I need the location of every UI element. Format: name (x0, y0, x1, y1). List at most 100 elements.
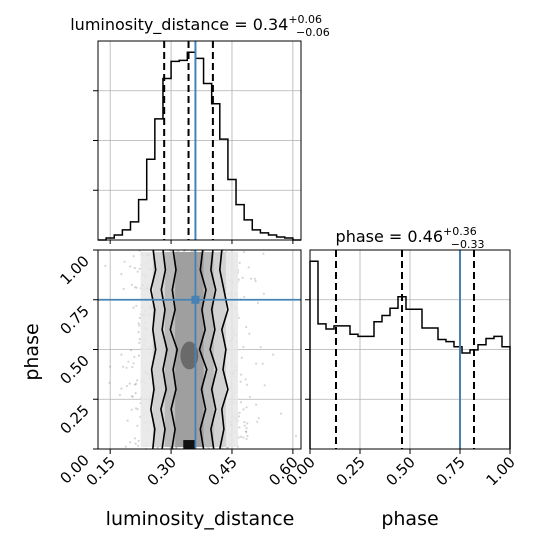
sample-point (130, 395, 134, 398)
sample-point (131, 395, 134, 398)
sample-point (137, 354, 140, 357)
sample-point (134, 286, 137, 289)
sample-point (130, 408, 133, 411)
sample-point (177, 250, 180, 253)
phase-title-value: 0.46 (407, 227, 443, 246)
sample-point (237, 316, 240, 319)
sample-point (126, 419, 129, 422)
sample-point (129, 349, 133, 352)
sample-point (244, 430, 248, 433)
contour-2-right (209, 249, 218, 450)
sample-point (254, 280, 257, 283)
panel-frame (309, 249, 511, 450)
sample-point (124, 445, 127, 448)
sample-point (239, 401, 243, 404)
sample-point (136, 424, 139, 427)
luminosity-distance-title-value: 0.34 (253, 15, 289, 34)
sample-point (123, 260, 126, 263)
sample-point (137, 439, 140, 442)
sample-point (245, 430, 248, 433)
sample-point (256, 420, 259, 423)
sample-point (132, 255, 135, 258)
sample-point (128, 382, 131, 385)
sample-point (240, 356, 243, 359)
sample-point (240, 373, 243, 376)
phase-histogram-line (309, 260, 511, 449)
contour-outer-right (218, 249, 229, 450)
density-peak-cell (183, 440, 196, 449)
sample-point (135, 286, 138, 289)
x-tick-label-3: 0.75 (432, 453, 468, 489)
sample-point (104, 264, 107, 267)
sample-point (257, 417, 260, 420)
x-tick-label-0: 0.15 (83, 453, 119, 489)
sample-point (245, 326, 248, 329)
x-tick-label-1: 0.30 (144, 453, 180, 489)
sample-point (175, 446, 178, 449)
luminosity-distance-title: luminosity_distance = 0.34+0.06 −0.06 (70, 13, 330, 39)
luminosity-distance-histogram-line (98, 51, 301, 241)
sample-point (237, 436, 240, 439)
sample-point (248, 332, 251, 335)
sample-point (169, 446, 172, 449)
sample-point (133, 355, 136, 358)
sample-point (246, 434, 249, 437)
sample-point (261, 362, 264, 365)
panel-frame (97, 249, 302, 450)
sample-point (138, 341, 141, 344)
sample-point (133, 267, 136, 270)
luminosity-distance-title-minus: −0.06 (296, 26, 330, 39)
sample-point (136, 408, 139, 411)
sample-point (294, 434, 298, 438)
sample-point (133, 437, 137, 440)
phase-histogram-panel: 0.00 0.25 0.50 0.75 1.00 (282, 249, 519, 489)
sample-point (132, 362, 135, 365)
x-tick-label-2: 0.50 (382, 453, 418, 489)
truth-marker (191, 295, 200, 304)
sample-point (134, 442, 137, 445)
contour-2-left (160, 249, 168, 450)
contour-outer-left (149, 249, 157, 450)
phase-title-minus: −0.33 (451, 238, 485, 251)
density-blob-0 (180, 341, 199, 370)
sample-point (246, 422, 249, 425)
sample-point (256, 301, 259, 304)
sample-point (137, 331, 140, 334)
sample-point (243, 421, 246, 424)
sample-point (108, 381, 111, 384)
sample-point (280, 412, 283, 415)
sample-point (134, 407, 138, 410)
sample-point (132, 306, 135, 309)
sample-point (259, 346, 262, 349)
sample-point (242, 345, 245, 349)
sample-point (272, 353, 275, 356)
sample-point (255, 403, 258, 406)
y-tick-label-2: 0.50 (56, 352, 92, 388)
sample-point (245, 406, 248, 409)
sample-point (131, 366, 134, 369)
sample-point (238, 261, 241, 264)
y-tick-label-1: 0.25 (56, 401, 92, 437)
sample-point (134, 392, 137, 395)
sample-point (125, 384, 129, 388)
sample-point (242, 408, 245, 411)
sample-point (118, 393, 121, 397)
y-tick-label-4: 1.00 (56, 252, 92, 288)
sample-point (134, 382, 138, 385)
sample-point (243, 424, 246, 427)
sample-point (137, 322, 140, 325)
sample-point (129, 265, 132, 268)
sample-point (262, 292, 265, 295)
y-axis-label-phase: phase (21, 323, 43, 380)
sample-point (241, 276, 244, 279)
x-axis-label-phase: phase (381, 508, 438, 530)
luminosity-distance-title-param: luminosity_distance (70, 15, 229, 35)
sample-point (255, 362, 258, 365)
sample-point (225, 446, 228, 449)
sample-point (239, 380, 242, 383)
luminosity-distance-title-plus: +0.06 (288, 13, 322, 26)
phase-title: phase = 0.46+0.36 −0.33 (336, 225, 485, 251)
panel-frame (97, 40, 302, 241)
sample-point (138, 324, 141, 327)
